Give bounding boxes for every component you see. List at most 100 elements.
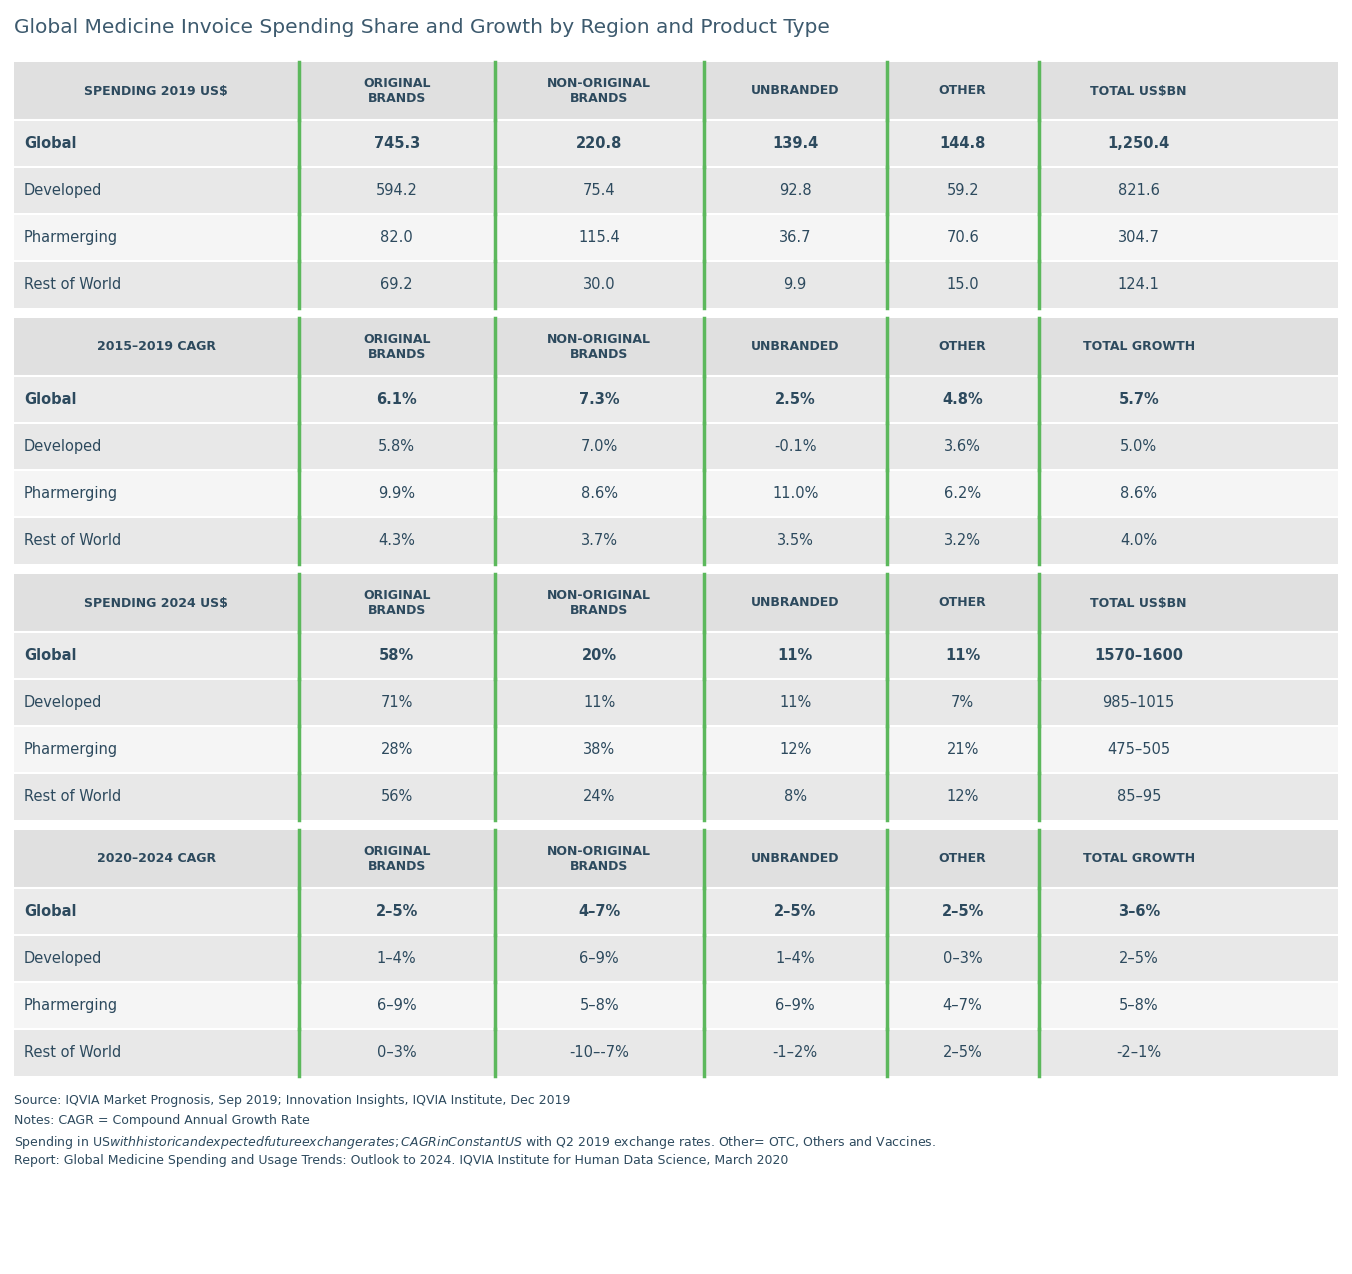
Text: 11%: 11% xyxy=(583,696,615,710)
Text: Rest of World: Rest of World xyxy=(24,789,122,804)
Text: 985–1015: 985–1015 xyxy=(1103,696,1175,710)
Text: 69.2: 69.2 xyxy=(380,276,412,292)
Text: -0.1%: -0.1% xyxy=(773,440,817,454)
Text: 20%: 20% xyxy=(581,648,617,662)
Bar xyxy=(14,982,1338,1029)
Text: Global: Global xyxy=(24,392,77,406)
Text: 59.2: 59.2 xyxy=(946,183,979,197)
Text: Developed: Developed xyxy=(24,696,103,710)
Text: 11%: 11% xyxy=(777,648,813,662)
Text: 8.6%: 8.6% xyxy=(1121,485,1157,501)
Text: 85–95: 85–95 xyxy=(1117,789,1161,804)
Text: 1–4%: 1–4% xyxy=(377,950,416,966)
Text: Pharmerging: Pharmerging xyxy=(24,231,118,245)
Text: 745.3: 745.3 xyxy=(373,136,419,152)
Text: TOTAL US$BN: TOTAL US$BN xyxy=(1091,84,1187,98)
Text: 30.0: 30.0 xyxy=(583,276,615,292)
Text: ORIGINAL
BRANDS: ORIGINAL BRANDS xyxy=(362,76,430,104)
Text: ORIGINAL
BRANDS: ORIGINAL BRANDS xyxy=(362,845,430,873)
Text: Global: Global xyxy=(24,905,77,919)
Text: 5.8%: 5.8% xyxy=(379,440,415,454)
Text: UNBRANDED: UNBRANDED xyxy=(750,84,840,98)
Text: 58%: 58% xyxy=(379,648,414,662)
Text: 3–6%: 3–6% xyxy=(1118,905,1160,919)
Text: 144.8: 144.8 xyxy=(940,136,986,152)
Bar xyxy=(14,726,1338,773)
Text: OTHER: OTHER xyxy=(938,340,987,353)
Text: 36.7: 36.7 xyxy=(779,231,811,245)
Text: Source: IQVIA Market Prognosis, Sep 2019; Innovation Insights, IQVIA Institute, : Source: IQVIA Market Prognosis, Sep 2019… xyxy=(14,1094,571,1107)
Text: Rest of World: Rest of World xyxy=(24,1045,122,1060)
Text: 115.4: 115.4 xyxy=(579,231,621,245)
Text: 71%: 71% xyxy=(380,696,412,710)
Text: 1570–1600: 1570–1600 xyxy=(1094,648,1183,662)
Text: -2–1%: -2–1% xyxy=(1117,1045,1161,1060)
Text: 12%: 12% xyxy=(779,741,811,757)
Text: 38%: 38% xyxy=(583,741,615,757)
Text: Developed: Developed xyxy=(24,440,103,454)
Text: Global: Global xyxy=(24,136,77,152)
Bar xyxy=(14,318,1338,376)
Text: 2–5%: 2–5% xyxy=(942,1045,983,1060)
Text: 2015–2019 CAGR: 2015–2019 CAGR xyxy=(97,340,216,353)
Text: 9.9: 9.9 xyxy=(784,276,807,292)
Text: SPENDING 2019 US$: SPENDING 2019 US$ xyxy=(84,84,228,98)
Text: OTHER: OTHER xyxy=(938,596,987,609)
Text: 6.1%: 6.1% xyxy=(376,392,416,406)
Text: 2020–2024 CAGR: 2020–2024 CAGR xyxy=(97,852,216,865)
Text: 5.7%: 5.7% xyxy=(1118,392,1159,406)
Text: 220.8: 220.8 xyxy=(576,136,622,152)
Bar xyxy=(14,214,1338,261)
Text: 7.3%: 7.3% xyxy=(579,392,619,406)
Text: 2–5%: 2–5% xyxy=(941,905,984,919)
Text: 15.0: 15.0 xyxy=(946,276,979,292)
Text: 2–5%: 2–5% xyxy=(1119,950,1159,966)
Text: 475–505: 475–505 xyxy=(1107,741,1171,757)
Bar xyxy=(14,679,1338,726)
Bar xyxy=(14,120,1338,167)
Text: 3.5%: 3.5% xyxy=(776,533,814,548)
Text: -10–-7%: -10–-7% xyxy=(569,1045,629,1060)
Bar xyxy=(14,261,1338,308)
Bar xyxy=(14,376,1338,423)
Text: 304.7: 304.7 xyxy=(1118,231,1160,245)
Text: 11%: 11% xyxy=(779,696,811,710)
Text: NON-ORIGINAL
BRANDS: NON-ORIGINAL BRANDS xyxy=(548,76,652,104)
Text: 1,250.4: 1,250.4 xyxy=(1107,136,1169,152)
Text: 4.3%: 4.3% xyxy=(379,533,415,548)
Bar xyxy=(14,935,1338,982)
Text: 6–9%: 6–9% xyxy=(580,950,619,966)
Text: UNBRANDED: UNBRANDED xyxy=(750,852,840,865)
Bar xyxy=(14,167,1338,214)
Text: Notes: CAGR = Compound Annual Growth Rate: Notes: CAGR = Compound Annual Growth Rat… xyxy=(14,1113,310,1127)
Text: UNBRANDED: UNBRANDED xyxy=(750,596,840,609)
Text: UNBRANDED: UNBRANDED xyxy=(750,340,840,353)
Text: 2.5%: 2.5% xyxy=(775,392,815,406)
Text: 3.2%: 3.2% xyxy=(944,533,982,548)
Text: 56%: 56% xyxy=(380,789,412,804)
Text: 28%: 28% xyxy=(380,741,412,757)
Text: 3.7%: 3.7% xyxy=(581,533,618,548)
Text: 139.4: 139.4 xyxy=(772,136,818,152)
Text: Report: Global Medicine Spending and Usage Trends: Outlook to 2024. IQVIA Instit: Report: Global Medicine Spending and Usa… xyxy=(14,1154,788,1167)
Text: OTHER: OTHER xyxy=(938,852,987,865)
Text: Developed: Developed xyxy=(24,950,103,966)
Text: Pharmerging: Pharmerging xyxy=(24,741,118,757)
Text: 5–8%: 5–8% xyxy=(580,998,619,1013)
Text: 7.0%: 7.0% xyxy=(580,440,618,454)
Text: 6–9%: 6–9% xyxy=(377,998,416,1013)
Text: 75.4: 75.4 xyxy=(583,183,615,197)
Text: 9.9%: 9.9% xyxy=(379,485,415,501)
Text: 4.0%: 4.0% xyxy=(1121,533,1157,548)
Text: TOTAL US$BN: TOTAL US$BN xyxy=(1091,596,1187,609)
Text: TOTAL GROWTH: TOTAL GROWTH xyxy=(1083,852,1195,865)
Text: Pharmerging: Pharmerging xyxy=(24,998,118,1013)
Text: NON-ORIGINAL
BRANDS: NON-ORIGINAL BRANDS xyxy=(548,845,652,873)
Text: 11.0%: 11.0% xyxy=(772,485,818,501)
Text: TOTAL GROWTH: TOTAL GROWTH xyxy=(1083,340,1195,353)
Text: Global: Global xyxy=(24,648,77,662)
Text: 11%: 11% xyxy=(945,648,980,662)
Text: Developed: Developed xyxy=(24,183,103,197)
Text: 82.0: 82.0 xyxy=(380,231,412,245)
Text: 3.6%: 3.6% xyxy=(944,440,982,454)
